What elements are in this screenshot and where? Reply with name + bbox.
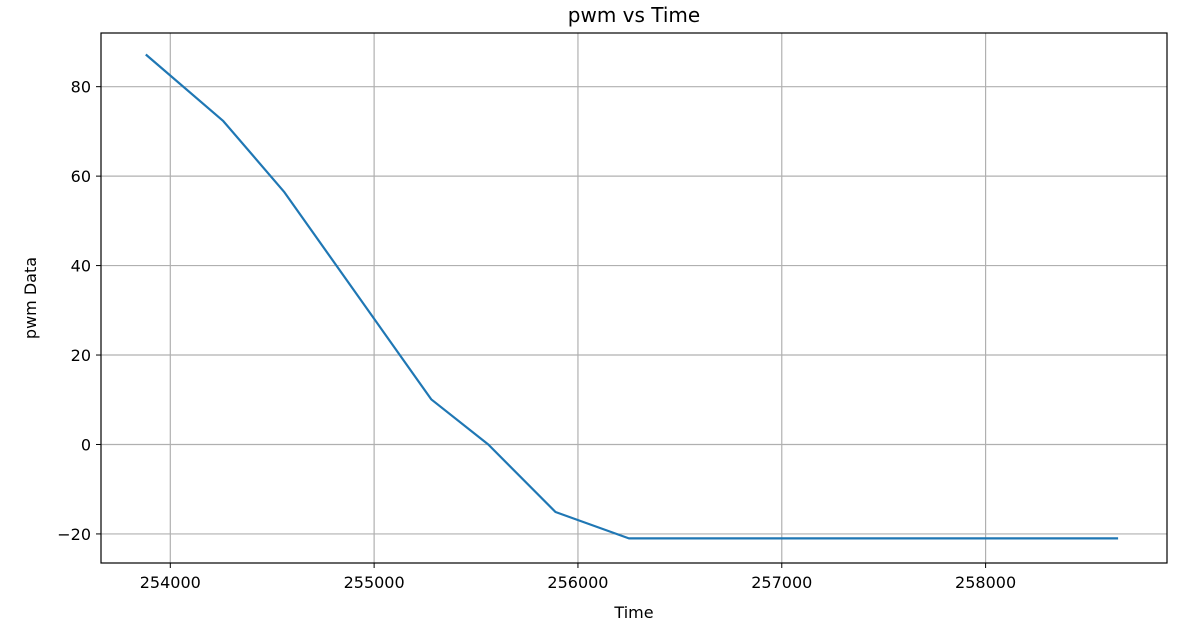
x-tick-label: 255000: [344, 573, 405, 592]
series-layer: [145, 53, 1119, 540]
y-tick-label: 40: [71, 257, 91, 276]
y-tick-label: 80: [71, 78, 91, 97]
y-grid: [101, 86, 1167, 535]
y-tick-label: 60: [71, 167, 91, 186]
x-axis-ticks: 254000 255000 256000 257000 258000: [140, 563, 1016, 592]
chart-title: pwm vs Time: [568, 3, 700, 27]
y-tick-label: 0: [81, 435, 91, 454]
series-line: [145, 53, 1119, 540]
x-grid: [169, 33, 987, 563]
x-tick-label: 258000: [955, 573, 1016, 592]
x-tick-label: 256000: [547, 573, 608, 592]
y-axis-ticks: −20 0 20 40 60 80: [57, 78, 101, 544]
y-tick-label: 20: [71, 346, 91, 365]
plot-frame: [100, 32, 1168, 564]
x-tick-label: 257000: [751, 573, 812, 592]
x-axis-title: Time: [613, 603, 653, 622]
x-tick-label: 254000: [140, 573, 201, 592]
y-axis-title: pwm Data: [21, 257, 40, 339]
y-tick-label: −20: [57, 525, 91, 544]
